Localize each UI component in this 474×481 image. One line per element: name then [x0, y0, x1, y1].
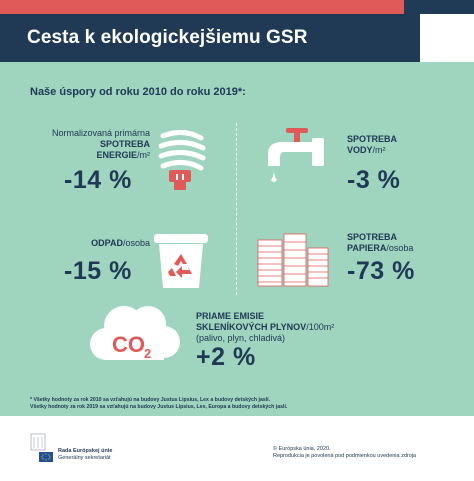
water-label: SPOTREBA VODY/m²	[347, 134, 457, 156]
waste-label: ODPAD/osoba	[40, 238, 150, 249]
infographic-panel	[0, 62, 474, 416]
co2-text: CO	[112, 332, 145, 357]
emissions-label: PRIAME EMISIE SKLENÍKOVÝCH PLYNOV/100m² …	[196, 311, 396, 344]
footnote: * Všetky hodnoty za rok 2010 sa vzťahujú…	[30, 397, 287, 411]
paper-label: SPOTREBA PAPIERA/osoba	[347, 232, 457, 254]
paper-label-line2: PAPIERA/osoba	[347, 243, 414, 253]
emissions-label-line3: (palivo, plyn, chladivá)	[196, 333, 286, 343]
paper-value: -73 %	[347, 257, 415, 285]
top-accent-bar-navy	[404, 0, 474, 14]
water-label-line1: SPOTREBA	[347, 134, 398, 144]
footer-org-line1: Rada Európskej únie	[58, 448, 113, 454]
energy-label: Normalizovaná primárna SPOTREBA ENERGIE/…	[22, 128, 150, 161]
emissions-value: +2 %	[196, 343, 256, 371]
emissions-label-line2: SKLENÍKOVÝCH PLYNOV/100m²	[196, 322, 335, 332]
footer-copyright: © Európska únia, 2020. Reprodukcia je po…	[273, 446, 416, 460]
energy-saving-bulb-icon	[158, 130, 206, 190]
council-logo	[30, 433, 53, 462]
footnote-line2: Všetky hodnoty za rok 2019 sa vzťahujú n…	[30, 404, 288, 410]
top-accent-bar-red	[0, 0, 404, 14]
page-title: Cesta k ekologickejšiemu GSR	[27, 27, 308, 48]
energy-label-line2: SPOTREBA	[99, 139, 150, 149]
waste-value: -15 %	[64, 257, 132, 285]
energy-label-line1: Normalizovaná primárna	[51, 128, 150, 138]
water-value: -3 %	[347, 166, 401, 194]
footer-org-line2: Generálny sekretariát	[58, 455, 111, 461]
water-tap-icon	[268, 128, 324, 182]
energy-label-line3: ENERGIE/m²	[96, 150, 150, 160]
footnote-line1: * Všetky hodnoty za rok 2010 sa vzťahujú…	[30, 397, 271, 403]
co2-subscript: 2	[144, 346, 151, 361]
footer-copyright-line1: © Európska únia, 2020.	[273, 446, 331, 452]
co2-cloud-icon: CO 2	[90, 306, 180, 361]
footer-organization: Rada Európskej únie Generálny sekretariá…	[58, 448, 112, 462]
header-band	[0, 14, 420, 62]
paper-stacks-icon	[257, 233, 329, 287]
subtitle: Naše úspory od roku 2010 do roku 2019*:	[30, 86, 246, 98]
paper-label-line1: SPOTREBA	[347, 232, 398, 242]
vertical-divider	[236, 123, 237, 295]
water-label-line2: VODY/m²	[347, 145, 386, 155]
energy-value: -14 %	[64, 166, 132, 194]
waste-label-line1: ODPAD/osoba	[91, 238, 150, 248]
footer-copyright-line2: Reprodukcia je povolená pod podmienkou u…	[273, 453, 417, 459]
emissions-label-line1: PRIAME EMISIE	[196, 311, 265, 321]
recycling-bin-icon	[154, 234, 208, 288]
